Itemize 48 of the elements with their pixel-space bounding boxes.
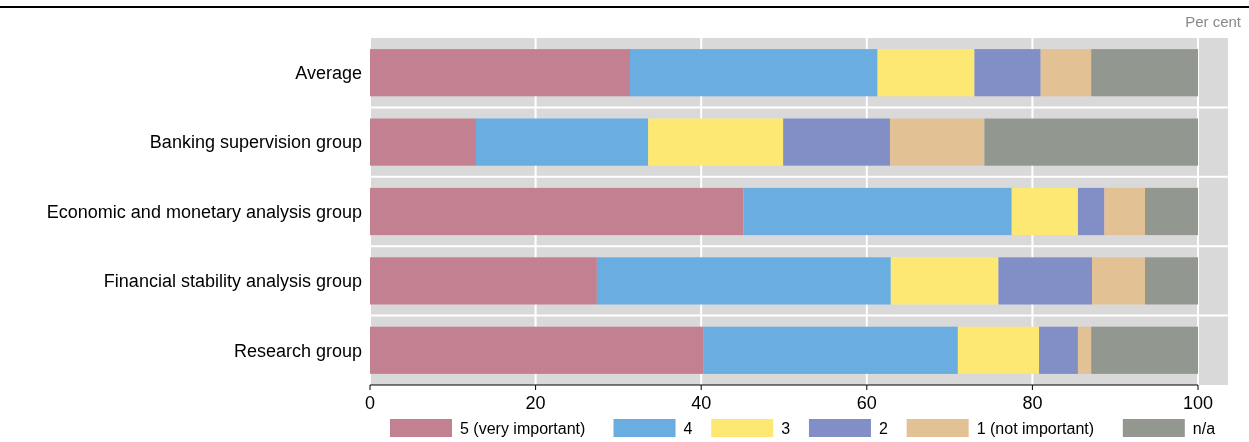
bar	[370, 118, 476, 166]
legend-label: 4	[683, 419, 693, 437]
x-tick-label: 40	[691, 393, 712, 413]
bar	[889, 118, 985, 166]
bar	[1145, 257, 1198, 305]
bar	[1039, 326, 1078, 374]
legend-label: 2	[878, 419, 888, 437]
bar	[890, 257, 999, 305]
bar	[596, 257, 891, 305]
y-tick-label: Economic and monetary analysis group	[46, 201, 362, 222]
bar	[370, 49, 630, 97]
bar	[1091, 49, 1198, 97]
legend-label: 3	[781, 419, 791, 437]
y-tick-label: Financial stability analysis group	[103, 271, 362, 292]
bar	[370, 326, 704, 374]
bar	[1145, 187, 1198, 236]
bar	[703, 326, 958, 374]
bar	[743, 187, 1012, 236]
y-tick-label: Research group	[233, 340, 362, 361]
bar	[984, 118, 1198, 166]
bar	[1091, 326, 1198, 374]
bar	[1092, 257, 1146, 305]
bar	[648, 118, 784, 166]
text: Per cent	[1185, 13, 1242, 30]
legend-label: n/a	[1192, 419, 1216, 437]
bar	[877, 49, 975, 97]
bar	[1077, 326, 1092, 374]
legend-label: 1 (not important)	[976, 419, 1095, 437]
x-tick-label: 80	[1022, 393, 1043, 413]
x-tick-label: 0	[364, 393, 376, 413]
bar	[475, 118, 649, 166]
bar	[1104, 187, 1146, 236]
bar	[370, 257, 597, 305]
x-tick-label: 20	[525, 393, 546, 413]
bar	[998, 257, 1093, 305]
bar	[370, 187, 744, 236]
y-tick-label: Banking supervision group	[149, 132, 362, 153]
y-tick-label: Average	[295, 63, 362, 83]
bar	[974, 49, 1041, 97]
bar	[629, 49, 878, 97]
bar	[1011, 187, 1078, 236]
x-tick-label: 60	[856, 393, 877, 413]
legend-label: 5 (very important)	[460, 419, 586, 437]
x-tick-label: 100	[1182, 393, 1214, 413]
bar	[1040, 49, 1092, 97]
bar	[1077, 187, 1105, 236]
bar	[957, 326, 1040, 374]
bar	[783, 118, 890, 166]
